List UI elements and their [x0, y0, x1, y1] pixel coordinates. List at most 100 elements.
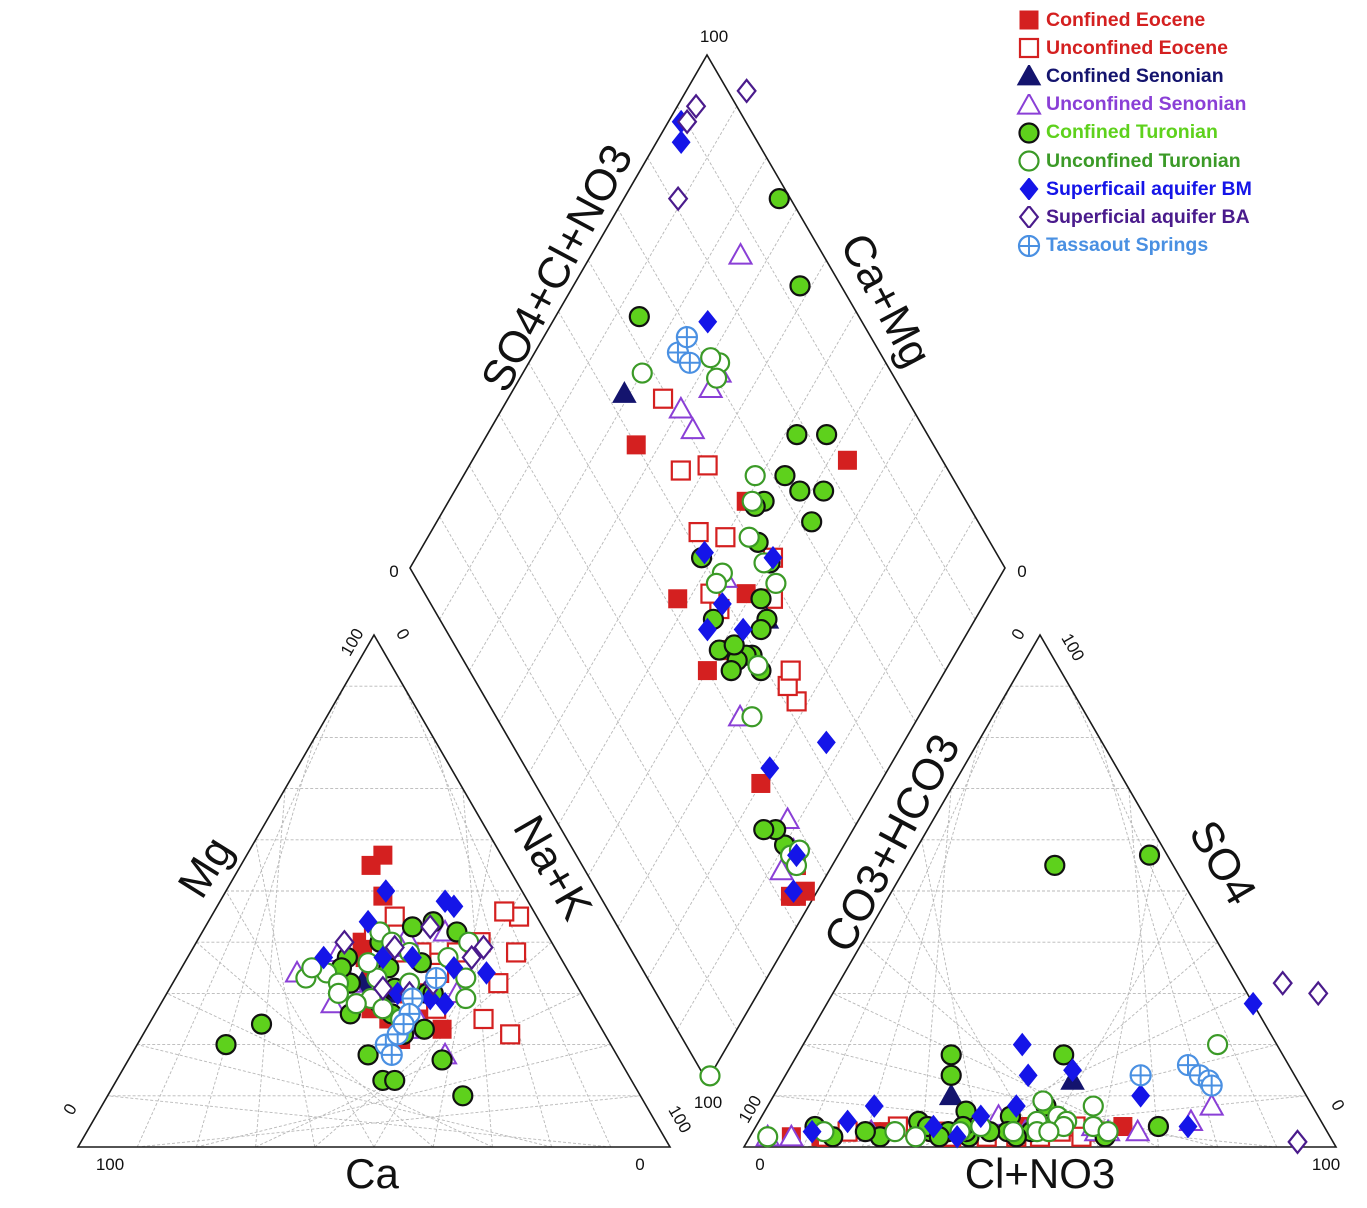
data-point	[733, 617, 753, 642]
data-point	[1287, 1129, 1308, 1155]
cation-triangle-grid-line	[137, 1095, 641, 1148]
cation-triangle-grid-line	[196, 1044, 611, 1148]
data-point	[741, 706, 763, 728]
legend-label: Confined Eocene	[1046, 8, 1206, 31]
cation-left-axis-title: Mg	[169, 828, 243, 906]
anion-tick-label: 0	[1327, 1096, 1348, 1114]
data-point	[786, 424, 808, 446]
data-point	[753, 819, 775, 841]
data-point	[1147, 1115, 1170, 1138]
anion-tick-label: 0	[1008, 625, 1029, 643]
data-point	[392, 1013, 415, 1036]
diamond-left-axis-title: SO4+Cl+NO3	[472, 137, 643, 400]
data-point	[455, 987, 477, 1010]
data-point	[738, 526, 760, 548]
data-point	[358, 909, 378, 934]
data-point	[741, 490, 763, 512]
data-point	[750, 588, 772, 610]
legend-marker-icon	[1018, 150, 1040, 172]
legend-item: Unconfined Eocene	[1012, 34, 1362, 62]
data-point	[705, 572, 728, 594]
data-point	[1044, 854, 1066, 877]
data-point	[628, 306, 650, 328]
data-point	[1198, 1092, 1225, 1116]
anion-triangle-grid-line	[861, 737, 982, 1148]
data-point	[1082, 1095, 1104, 1117]
cation-bottom-axis-title: Ca	[345, 1150, 399, 1197]
data-point	[420, 986, 440, 1011]
cation-triangle-grid-line	[166, 992, 493, 1148]
legend-label: Unconfined Senonian	[1046, 93, 1247, 116]
data-point	[676, 108, 698, 135]
data-point	[947, 1124, 967, 1149]
cation-tick-label: 100	[664, 1102, 695, 1136]
legend-label: Superficial aquifer BA	[1046, 205, 1250, 228]
sample-points	[215, 78, 1329, 1155]
legend-label: Tassaout Springs	[1046, 234, 1209, 257]
cation-triangle-grid-line	[432, 737, 553, 1148]
legend-item: Tassaout Springs	[1012, 232, 1362, 260]
data-point	[250, 1013, 273, 1035]
data-point	[444, 955, 464, 980]
data-point	[380, 1043, 403, 1066]
legend-marker	[1016, 65, 1042, 86]
legend-marker	[1018, 38, 1040, 59]
data-point	[1124, 1118, 1151, 1142]
legend-marker-icon	[1017, 234, 1041, 257]
data-point	[455, 967, 477, 989]
data-point	[652, 388, 674, 409]
cation-triangle-grid-line	[196, 941, 434, 1148]
cation-tick-label: 0	[635, 1155, 644, 1174]
data-point	[768, 188, 790, 210]
diamond-grid-line	[469, 157, 767, 671]
data-point	[357, 1044, 379, 1066]
data-point	[699, 1065, 721, 1087]
data-point	[923, 1114, 943, 1139]
data-point	[435, 991, 455, 1016]
data-point	[1200, 1074, 1223, 1097]
data-point	[372, 998, 394, 1020]
data-point	[670, 460, 691, 481]
data-point	[760, 756, 780, 780]
data-point	[384, 906, 405, 927]
data-point	[626, 435, 646, 455]
data-point	[461, 944, 482, 971]
data-point	[1243, 991, 1263, 1016]
data-point	[432, 1019, 452, 1039]
data-point	[473, 1008, 494, 1030]
data-point	[750, 618, 772, 641]
anion-triangle-grid-line	[1039, 890, 1189, 1148]
diamond-right-axis-title: Ca+Mg	[831, 226, 941, 375]
data-point	[384, 1069, 406, 1092]
legend-item: Superficial aquifer BA	[1012, 203, 1362, 231]
series-superficail-aquifer-bm	[314, 109, 1263, 1149]
diamond-grid-line	[469, 465, 767, 979]
cation-triangle-grid-line	[373, 890, 523, 1148]
anion-tick-label: 0	[755, 1155, 764, 1174]
data-point	[1129, 1064, 1152, 1087]
data-point	[837, 450, 857, 470]
data-point	[425, 966, 448, 990]
diamond-grid-line	[647, 157, 946, 671]
data-point	[763, 545, 783, 570]
series-superficial-aquifer-ba	[334, 78, 1329, 1155]
legend-marker-icon	[1016, 65, 1042, 86]
diamond-grid-line	[617, 208, 916, 723]
legend-marker-icon	[1019, 178, 1039, 201]
data-point	[1097, 1121, 1119, 1143]
data-point	[938, 1083, 964, 1106]
data-point	[787, 843, 806, 868]
data-point	[500, 1024, 521, 1045]
data-point	[812, 480, 835, 502]
data-point	[816, 424, 838, 446]
data-point	[757, 1126, 779, 1148]
data-point	[685, 93, 707, 120]
data-point	[452, 1085, 474, 1107]
data-point	[747, 654, 769, 677]
diamond-grid-line	[676, 516, 976, 1030]
data-point	[1308, 980, 1329, 1007]
data-point	[301, 957, 323, 979]
legend-marker	[1018, 206, 1040, 229]
cation-triangle-grid-line	[137, 1044, 552, 1148]
legend-marker	[1016, 93, 1042, 115]
